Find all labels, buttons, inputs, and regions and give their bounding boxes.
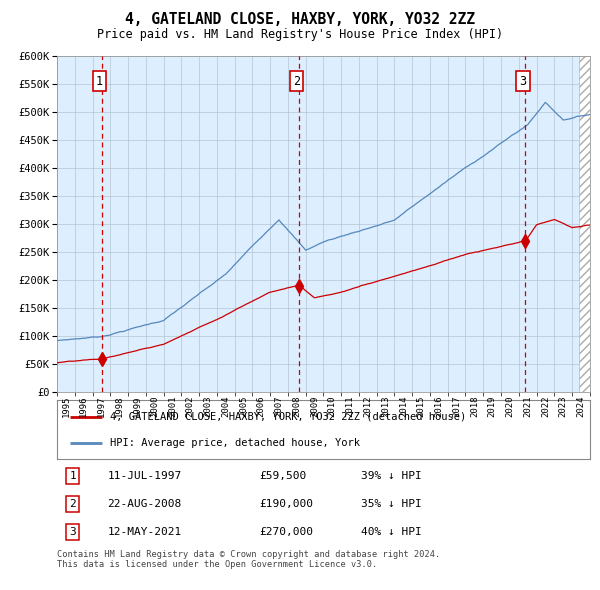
Text: 35% ↓ HPI: 35% ↓ HPI bbox=[361, 499, 421, 509]
Text: 2: 2 bbox=[293, 75, 300, 88]
Text: 4, GATELAND CLOSE, HAXBY, YORK, YO32 2ZZ: 4, GATELAND CLOSE, HAXBY, YORK, YO32 2ZZ bbox=[125, 12, 475, 27]
Text: 2: 2 bbox=[70, 499, 76, 509]
Text: 1: 1 bbox=[70, 471, 76, 481]
Text: 2015: 2015 bbox=[416, 395, 425, 417]
Text: 2006: 2006 bbox=[257, 395, 266, 417]
Text: 1995: 1995 bbox=[61, 395, 70, 417]
Bar bbox=[580, 56, 590, 392]
Text: Price paid vs. HM Land Registry's House Price Index (HPI): Price paid vs. HM Land Registry's House … bbox=[97, 28, 503, 41]
Text: 2010: 2010 bbox=[328, 395, 337, 417]
Text: 2019: 2019 bbox=[488, 395, 497, 417]
Text: 2017: 2017 bbox=[452, 395, 461, 417]
Text: 2007: 2007 bbox=[275, 395, 284, 417]
Text: £270,000: £270,000 bbox=[259, 527, 313, 537]
Text: 11-JUL-1997: 11-JUL-1997 bbox=[107, 471, 182, 481]
Text: £59,500: £59,500 bbox=[259, 471, 307, 481]
Text: 2024: 2024 bbox=[577, 395, 586, 417]
Text: 3: 3 bbox=[519, 75, 526, 88]
Text: 2021: 2021 bbox=[523, 395, 532, 417]
Text: 1996: 1996 bbox=[79, 395, 88, 417]
Text: 2009: 2009 bbox=[310, 395, 319, 417]
Text: 4, GATELAND CLOSE, HAXBY, YORK, YO32 2ZZ (detached house): 4, GATELAND CLOSE, HAXBY, YORK, YO32 2ZZ… bbox=[110, 412, 467, 421]
Text: 2001: 2001 bbox=[168, 395, 177, 417]
Text: 2003: 2003 bbox=[203, 395, 212, 417]
Text: 2004: 2004 bbox=[221, 395, 230, 417]
Text: 3: 3 bbox=[70, 527, 76, 537]
Text: HPI: Average price, detached house, York: HPI: Average price, detached house, York bbox=[110, 438, 360, 447]
Text: 2000: 2000 bbox=[150, 395, 159, 417]
Text: 12-MAY-2021: 12-MAY-2021 bbox=[107, 527, 182, 537]
Text: Contains HM Land Registry data © Crown copyright and database right 2024.
This d: Contains HM Land Registry data © Crown c… bbox=[57, 550, 440, 569]
Text: £190,000: £190,000 bbox=[259, 499, 313, 509]
Text: 1997: 1997 bbox=[97, 395, 106, 417]
Text: 2014: 2014 bbox=[399, 395, 408, 417]
Text: 1: 1 bbox=[96, 75, 103, 88]
Text: 2002: 2002 bbox=[186, 395, 194, 417]
Text: 22-AUG-2008: 22-AUG-2008 bbox=[107, 499, 182, 509]
Text: 1999: 1999 bbox=[133, 395, 142, 417]
Text: 2016: 2016 bbox=[434, 395, 443, 417]
Text: 2022: 2022 bbox=[541, 395, 550, 417]
Text: 2013: 2013 bbox=[381, 395, 390, 417]
Text: 2023: 2023 bbox=[559, 395, 568, 417]
Text: 2005: 2005 bbox=[239, 395, 248, 417]
Text: 2011: 2011 bbox=[346, 395, 355, 417]
Text: 2008: 2008 bbox=[292, 395, 301, 417]
Text: 2018: 2018 bbox=[470, 395, 479, 417]
Text: 2020: 2020 bbox=[505, 395, 514, 417]
Text: 2012: 2012 bbox=[364, 395, 372, 417]
Text: 1998: 1998 bbox=[115, 395, 124, 417]
Text: 39% ↓ HPI: 39% ↓ HPI bbox=[361, 471, 421, 481]
Text: 40% ↓ HPI: 40% ↓ HPI bbox=[361, 527, 421, 537]
